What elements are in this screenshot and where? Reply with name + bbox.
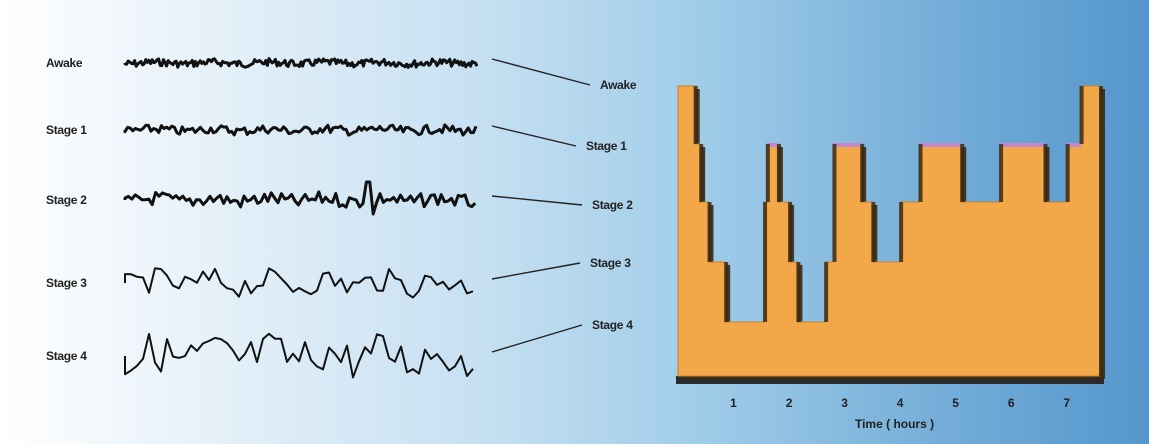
- step-edge: [693, 86, 698, 144]
- step-edge: [960, 144, 965, 202]
- x-axis-title: Time ( hours ): [855, 417, 934, 431]
- step-edge: [999, 144, 1004, 202]
- eeg-traces: Awake Stage 1 Stage 2 Stage 3 Stage 4: [46, 56, 479, 379]
- eeg-trace: [123, 180, 477, 216]
- eeg-label: Stage 2: [46, 193, 87, 207]
- x-tick-label: 4: [897, 396, 904, 410]
- hypnogram-base: [676, 376, 1104, 384]
- rem-highlight: [833, 143, 862, 147]
- eeg-label: Stage 1: [46, 123, 87, 137]
- step-edge: [832, 144, 837, 262]
- connector-lines: [491, 58, 591, 353]
- step-edge: [871, 202, 876, 262]
- connector-line: [491, 58, 591, 86]
- eeg-trace: [123, 57, 479, 69]
- step-edge: [918, 144, 923, 202]
- eeg-trace: [123, 123, 478, 137]
- rem-highlight: [1000, 143, 1045, 147]
- x-tick-label: 7: [1063, 396, 1070, 410]
- connector-line: [491, 262, 581, 280]
- x-tick-label: 3: [841, 396, 848, 410]
- eeg-trace: [124, 267, 474, 299]
- stage-label: Awake: [600, 78, 637, 92]
- eeg-trace: [124, 332, 474, 379]
- rem-highlight: [919, 143, 962, 147]
- step-edge: [788, 202, 793, 262]
- x-tick-label: 6: [1008, 396, 1015, 410]
- step-edge: [824, 262, 829, 322]
- rem-highlight: [766, 143, 778, 147]
- step-edge: [765, 144, 770, 202]
- hypnogram: Awake Stage 1 Stage 2 Stage 3 Stage 4 1 2 3 4 5 6 7…: [586, 78, 1105, 431]
- stage-label: Stage 2: [592, 198, 633, 212]
- connector-line: [491, 125, 577, 147]
- step-edge: [699, 144, 704, 202]
- step-edge: [724, 262, 729, 322]
- connector-line: [491, 195, 583, 206]
- eeg-label: Stage 3: [46, 276, 87, 290]
- stage-label: Stage 3: [590, 256, 631, 270]
- stage-label: Stage 1: [586, 139, 627, 153]
- stage-label: Stage 4: [592, 318, 633, 332]
- hypnogram-area: [677, 85, 1101, 377]
- step-edge: [1079, 86, 1084, 144]
- x-tick-label: 5: [952, 396, 959, 410]
- step-edge: [899, 202, 904, 262]
- step-edge: [796, 262, 801, 322]
- step-edge: [1043, 144, 1048, 202]
- eeg-label: Awake: [46, 56, 83, 70]
- rem-highlight: [1066, 143, 1081, 147]
- eeg-label: Stage 4: [46, 349, 87, 363]
- step-edge: [1065, 144, 1070, 202]
- step-edge: [707, 202, 712, 262]
- connector-line: [491, 324, 583, 353]
- step-edge: [776, 144, 781, 202]
- step-edge: [860, 144, 865, 202]
- step-edge: [763, 202, 768, 322]
- step-edge: [1099, 86, 1103, 376]
- x-tick-label: 2: [786, 396, 793, 410]
- x-tick-label: 1: [730, 396, 737, 410]
